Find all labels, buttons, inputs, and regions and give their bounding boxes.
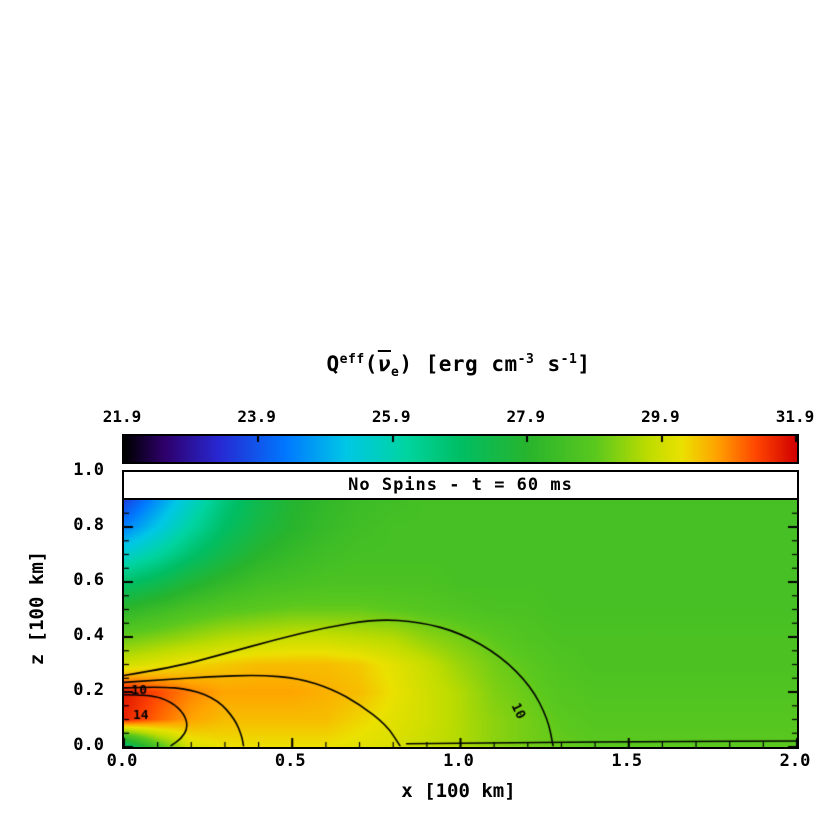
title-segment: ( (364, 352, 378, 376)
colorbar-tick-label: 21.9 (102, 407, 142, 426)
colorbar-tick-label: 25.9 (371, 407, 411, 426)
title-segment: ] (577, 352, 591, 376)
contour-overlay-canvas (124, 472, 797, 747)
y-tick-label: 0.0 (73, 735, 104, 755)
y-axis-label: z [100 km] (26, 550, 49, 665)
x-tick-label: 0.5 (274, 751, 306, 771)
y-axis-label-wrap: z [100 km] (20, 470, 54, 745)
title-segment: Q (326, 352, 340, 376)
title-segment: s (534, 352, 561, 376)
y-tick-label: 0.4 (73, 625, 104, 645)
title-segment: -3 (517, 352, 535, 367)
x-tick-labels: 0.0 0.5 1.0 1.5 2.0 (107, 751, 811, 773)
plot-area: No Spins - t = 60 ms (122, 470, 799, 749)
colorbar-tick-labels: 21.9 23.9 25.9 27.9 29.9 31.9 (103, 407, 815, 427)
colorbar-tick-label: 23.9 (237, 407, 276, 426)
colorbar-tick-label: 27.9 (506, 407, 546, 426)
x-tick-label: 2.0 (779, 751, 811, 771)
colorbar-tick-label: 29.9 (641, 407, 680, 426)
y-tick-label: 0.2 (73, 680, 104, 700)
title-segment: -1 (560, 352, 578, 367)
y-tick-label: 0.8 (73, 515, 104, 535)
title-segment: eff (339, 352, 365, 367)
y-tick-label: 1.0 (73, 460, 104, 480)
title-segment: ν (377, 352, 391, 376)
colorbar (122, 434, 799, 464)
x-tick-label: 1.5 (611, 751, 643, 771)
y-tick-labels: 0.0 0.2 0.4 0.6 0.8 1.0 (0, 460, 113, 755)
y-tick-label: 0.6 (73, 570, 104, 590)
x-tick-label: 0.0 (106, 751, 138, 771)
annotation-text: No Spins - t = 60 ms (348, 475, 573, 495)
annotation-band: No Spins - t = 60 ms (124, 472, 797, 500)
title-segment: ) [erg cm (399, 352, 518, 376)
x-axis-label: x [100 km] (401, 780, 516, 802)
figure-title: Qeff(νe) [erg cm-3 s-1] (122, 352, 795, 388)
x-tick-label: 1.0 (443, 751, 474, 771)
colorbar-tick-label: 31.9 (775, 407, 815, 426)
title-segment: e (391, 365, 400, 381)
